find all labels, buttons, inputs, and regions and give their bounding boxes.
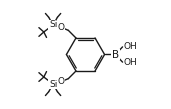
- Text: B: B: [112, 49, 119, 60]
- Text: O: O: [57, 77, 64, 86]
- Text: O: O: [57, 23, 64, 32]
- Text: OH: OH: [123, 58, 137, 67]
- Text: Si: Si: [49, 80, 57, 89]
- Text: OH: OH: [123, 42, 137, 51]
- Text: Si: Si: [49, 20, 57, 29]
